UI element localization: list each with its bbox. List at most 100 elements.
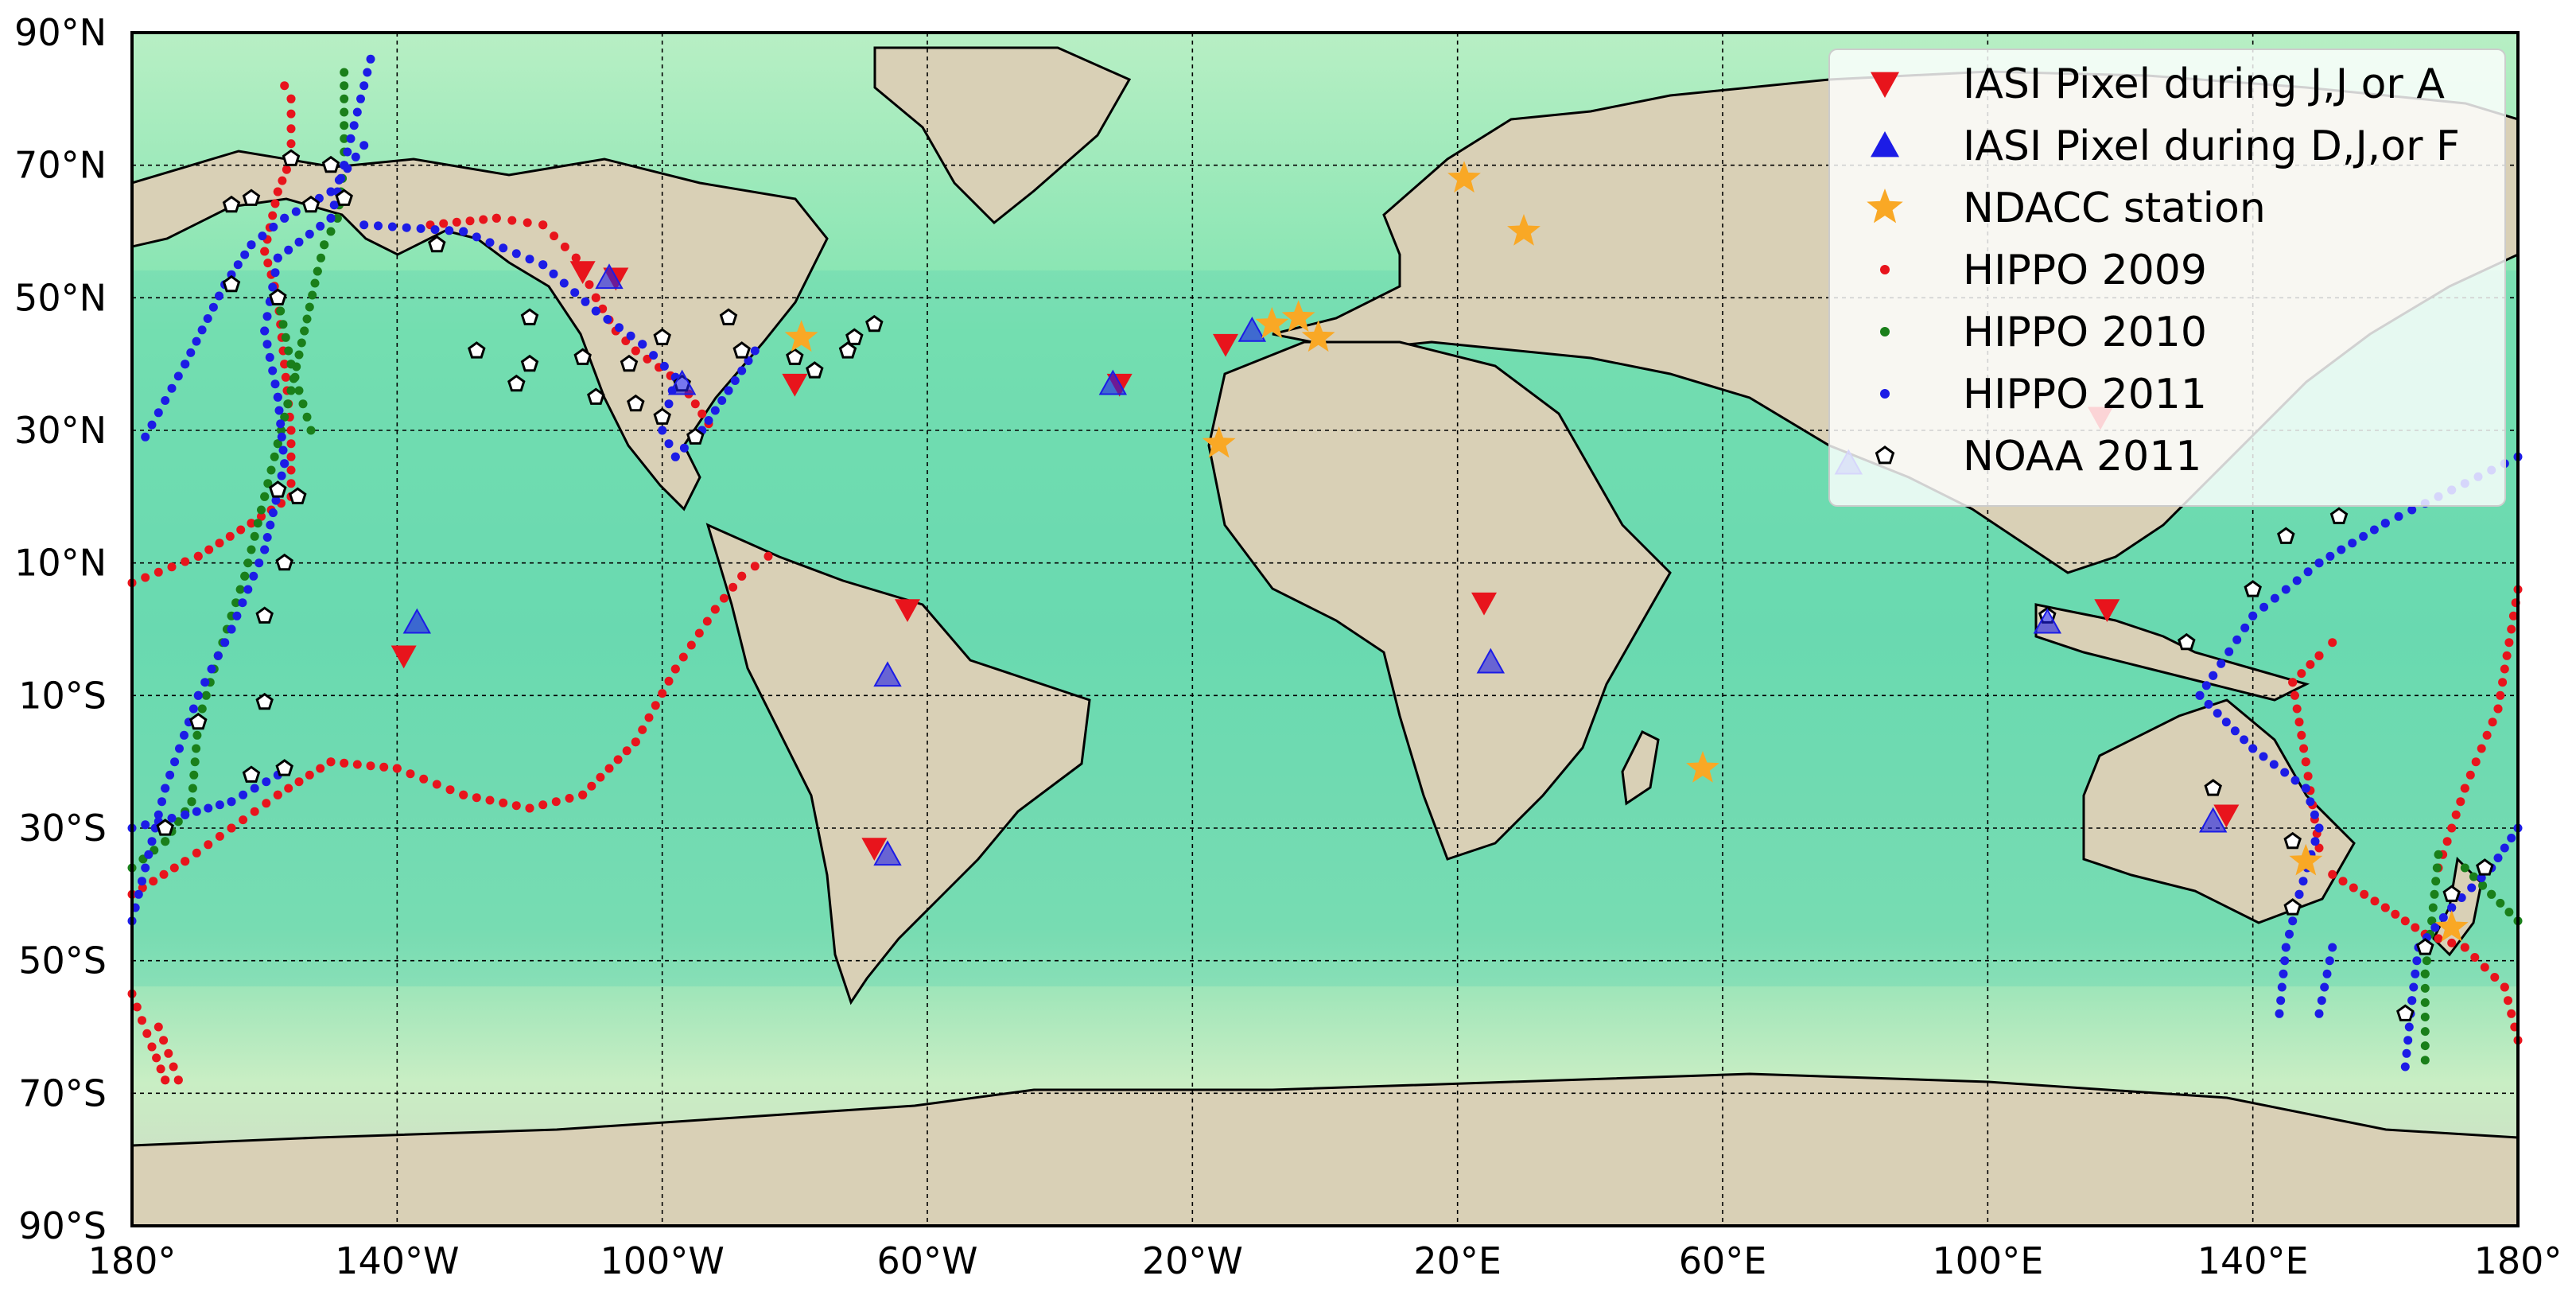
hippo-2011-point <box>277 471 286 480</box>
hippo-2011-point <box>2411 969 2420 978</box>
hippo-2011-point <box>305 229 314 239</box>
hippo-2011-point <box>2500 843 2509 853</box>
hippo-2010-point <box>280 412 289 422</box>
hippo-2010-point <box>201 690 211 700</box>
hippo-2010-point <box>250 531 259 541</box>
hippo-2009-point <box>2465 770 2475 780</box>
hippo-2011-point <box>262 777 271 787</box>
iasi-djf-pixel-marker <box>1237 316 1267 342</box>
hippo-2009-point <box>286 465 296 475</box>
hippo-2009-point <box>571 253 581 263</box>
iasi-jja-pixel-marker <box>569 261 596 284</box>
hippo-2011-point <box>363 68 372 77</box>
hippo-2009-point <box>2380 903 2390 912</box>
hippo-2009-point <box>286 124 296 134</box>
hippo-2009-point <box>167 562 177 572</box>
plot-frame <box>130 31 2520 1227</box>
hippo-2009-point <box>193 551 203 561</box>
hippo-2011-point <box>615 323 624 333</box>
hippo-2011-point <box>134 889 143 899</box>
hippo-2009-point <box>560 242 569 251</box>
hippo-2010-point <box>2422 956 2431 966</box>
hippo-2011-point <box>260 326 270 336</box>
hippo-2009-point <box>644 713 654 722</box>
south-america-land <box>705 523 1091 1005</box>
hippo-2009-point <box>132 1002 142 1012</box>
legend-label: IASI Pixel during J,J or A <box>1963 60 2445 108</box>
hippo-2011-point <box>2438 913 2448 922</box>
hippo-2009-point <box>465 216 475 226</box>
hippo-2009-point <box>263 259 273 268</box>
hippo-2009-point <box>2328 638 2337 648</box>
hippo-2011-point <box>161 784 170 793</box>
hippo-2011-point <box>208 302 218 312</box>
hippo-2011-point <box>2248 611 2258 620</box>
ndacc-station-marker <box>1301 320 1335 352</box>
x-tick-label: 140°W <box>335 1239 459 1282</box>
iasi-jja-pixel-marker <box>1213 333 1238 357</box>
iasi-djf-pixel-marker <box>873 661 902 687</box>
hippo-2011-point <box>445 226 454 235</box>
iasi-djf-pixel-marker <box>1098 369 1128 395</box>
hippo-2011-point <box>144 850 153 859</box>
hippo-2011-point <box>2314 823 2324 833</box>
hippo-2010-point <box>320 240 329 250</box>
hippo-2009-point <box>2349 883 2358 893</box>
hippo-2009-point <box>215 539 224 548</box>
hippo-2011-point <box>349 121 359 130</box>
hippo-2010-point <box>2430 889 2439 899</box>
noaa-2011-site-marker <box>653 328 671 345</box>
hippo-2011-point <box>387 222 397 231</box>
hippo-2009-point <box>638 725 647 734</box>
hippo-2009-point <box>670 664 680 674</box>
hippo-2009-point <box>419 774 429 784</box>
hippo-2011-point <box>138 877 146 886</box>
y-tick-label: 50°N <box>14 276 107 319</box>
hippo-2011-point <box>2217 659 2226 668</box>
hippo-2011-point <box>326 187 336 196</box>
hippo-2009-point <box>702 616 712 626</box>
noaa-2011-site-marker <box>620 354 639 372</box>
hippo-2010-point <box>340 107 349 117</box>
hippo-2011-point <box>284 245 293 255</box>
hippo-2009-point <box>2288 678 2298 687</box>
hippo-2009-point <box>159 869 169 879</box>
hippo-2011-point <box>2259 752 2268 761</box>
hippo-2011-point <box>334 175 344 185</box>
hippo-2010-point <box>2432 863 2442 873</box>
hippo-2009-point <box>598 304 608 313</box>
hippo-2010-point <box>313 266 322 276</box>
hippo-2009-point <box>2488 718 2497 727</box>
hippo-2011-point <box>2292 576 2302 585</box>
hippo-2011-point <box>2493 854 2503 862</box>
y-tick-label: 10°S <box>18 674 107 717</box>
hippo-2010-point <box>283 399 293 409</box>
hippo-2010-point <box>188 784 197 793</box>
hippo-2009-point <box>2502 651 2512 660</box>
iasi-djf-pixels <box>402 263 2228 866</box>
hippo-2009-point <box>445 785 455 795</box>
hippo-2009-point <box>2500 664 2509 674</box>
hippo-2010-point <box>189 770 199 780</box>
y-tick-labels: 90°N 70°N 50°N 30°N 10°N 10°S 30°S 50°S 70°S 90°S <box>14 11 107 1247</box>
hippo-2009-point <box>204 545 214 554</box>
hippo-2011-point <box>2195 690 2205 700</box>
hippo-2009-point <box>294 777 304 787</box>
hippo-2010-point <box>2420 1041 2430 1051</box>
hippo-2009-point <box>257 511 266 521</box>
legend-label: HIPPO 2009 <box>1963 247 2207 294</box>
hippo-2011-point <box>2276 996 2286 1005</box>
hippo-2009-point <box>2504 996 2512 1005</box>
hippo-2009-point <box>2297 730 2306 740</box>
hippo-2009-point <box>511 801 521 811</box>
hippo-2010-point <box>300 326 309 336</box>
iasi-djf-pixel-marker <box>667 369 697 395</box>
hippo-2011-point <box>147 837 157 846</box>
hippo-2011-point <box>270 379 280 389</box>
hippo-2009-point <box>459 790 468 799</box>
hippo-2009-point <box>280 360 289 369</box>
hippo-2009-track <box>127 81 2523 1085</box>
hippo-2009-point <box>596 772 605 782</box>
hippo-2009-point <box>719 593 729 603</box>
noaa-2011-site-marker <box>2476 858 2494 876</box>
